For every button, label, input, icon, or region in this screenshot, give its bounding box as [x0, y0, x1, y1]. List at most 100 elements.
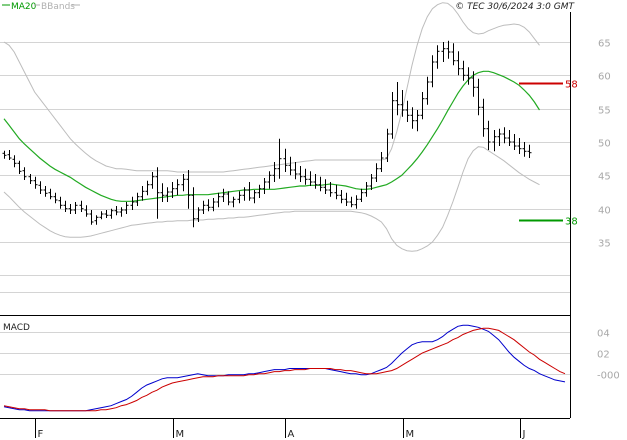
ohlc-bar [364, 182, 369, 197]
macd-tick-label: 02 [597, 350, 610, 361]
ohlc-bar [354, 195, 359, 209]
ohlc-bar [175, 179, 180, 196]
ohlc-bar [135, 192, 140, 206]
month-label: J [522, 429, 526, 440]
ohlc-bar [527, 144, 532, 158]
ohlc-bar [456, 51, 461, 76]
ohlc-bar [476, 78, 481, 116]
ohlc-bar [99, 211, 104, 220]
ohlc-bar [237, 191, 242, 204]
ohlc-bar [267, 171, 272, 189]
ohlc-bar [359, 188, 364, 202]
macd-panel: 04 02 -000 [0, 324, 620, 412]
ohlc-bar [288, 156, 293, 176]
ohlc-bar [79, 200, 84, 212]
ohlc-bar [7, 150, 12, 160]
bollinger-bands [3, 2, 540, 252]
price-axis-ticks: 65 60 55 50 45 40 35 [598, 39, 611, 250]
ohlc-bar [150, 172, 155, 189]
ohlc-bar [277, 138, 282, 179]
ohlc-bar [68, 204, 73, 214]
ohlc-bar [323, 179, 328, 194]
ohlc-bar [512, 134, 517, 150]
ohlc-bar [206, 199, 211, 212]
price-panel: 58 38 65 60 55 50 45 40 35 [0, 2, 611, 293]
macd-tick-label: 04 [597, 329, 610, 340]
macd-series-line [3, 324, 566, 412]
price-gridlines [0, 42, 570, 293]
bbands-upper-line [3, 2, 540, 173]
ohlc-bar [466, 67, 471, 85]
ohlc-bar [303, 168, 308, 185]
month-label: M [406, 429, 415, 440]
ohlc-bar [22, 167, 27, 180]
ohlc-bar [420, 92, 425, 120]
ohlc-bar [160, 183, 165, 202]
ohlc-bar [33, 176, 38, 189]
ohlc-bar [181, 174, 186, 192]
ohlc-bar [308, 171, 313, 186]
copyright-label: © TEC 30/6/2024 3:0 GMT [455, 2, 575, 12]
ohlc-bar [2, 150, 7, 159]
month-label: A [288, 429, 295, 440]
ohlc-bar [497, 128, 502, 146]
ohlc-bar [155, 167, 160, 219]
price-tick-label: 35 [598, 239, 611, 250]
ohlc-bar [58, 196, 63, 209]
ohlc-bar [28, 174, 33, 184]
legend-bbands-label: BBands [41, 2, 75, 12]
ohlc-bar [53, 192, 58, 204]
ohlc-bar [94, 215, 99, 225]
ohlc-bar [492, 130, 497, 152]
ohlc-bar [89, 210, 94, 225]
ohlc-bar [410, 107, 415, 129]
price-tick-label: 55 [598, 106, 611, 117]
month-axis: FMAMJJ [35, 418, 526, 440]
price-bars [2, 40, 532, 228]
ma20-series-line [3, 70, 541, 202]
price-tick-label: 45 [598, 172, 611, 183]
ohlc-bar [313, 174, 318, 189]
ohlc-bar [124, 202, 129, 214]
macd-tick-label: -000 [597, 371, 620, 382]
ohlc-bar [201, 200, 206, 214]
ohlc-bar [349, 196, 354, 208]
ohlc-bar [196, 207, 201, 222]
macd-title: MACD [3, 323, 30, 333]
ma20-line [3, 70, 541, 202]
ohlc-bar [385, 128, 390, 162]
ohlc-bar [38, 181, 43, 194]
ohlc-bar [293, 162, 298, 180]
macd-axis-ticks: 04 02 -000 [597, 329, 620, 382]
ohlc-bar [252, 190, 257, 204]
ohlc-bar [216, 192, 221, 208]
ohlc-bar [379, 152, 384, 172]
ohlc-bar [481, 98, 486, 137]
price-tick-label: 40 [598, 206, 611, 217]
ohlc-bar [272, 162, 277, 182]
ohlc-bar [109, 208, 114, 219]
ohlc-bar [298, 166, 303, 182]
ohlc-bar [395, 82, 400, 116]
ohlc-bar [283, 148, 288, 172]
ohlc-bar [104, 210, 109, 218]
ohlc-bar [328, 182, 333, 197]
ohlc-bar [507, 130, 512, 146]
ohlc-bar [191, 187, 196, 228]
ohlc-bar [43, 186, 48, 197]
ohlc-bar [522, 142, 527, 157]
ohlc-bar [430, 55, 435, 88]
ohlc-bar [415, 110, 420, 132]
legend: MA20 BBands [2, 2, 80, 12]
ohlc-bar [247, 182, 252, 201]
legend-ma20-label: MA20 [11, 2, 37, 12]
ohlc-bar [517, 138, 522, 154]
ohlc-bar [140, 186, 145, 201]
ohlc-bar [339, 190, 344, 204]
signal-series-line [3, 327, 566, 412]
ohlc-bar [221, 188, 226, 202]
price-levels: 58 38 [519, 80, 578, 228]
ohlc-bar [405, 100, 410, 122]
ohlc-bar [400, 90, 405, 117]
